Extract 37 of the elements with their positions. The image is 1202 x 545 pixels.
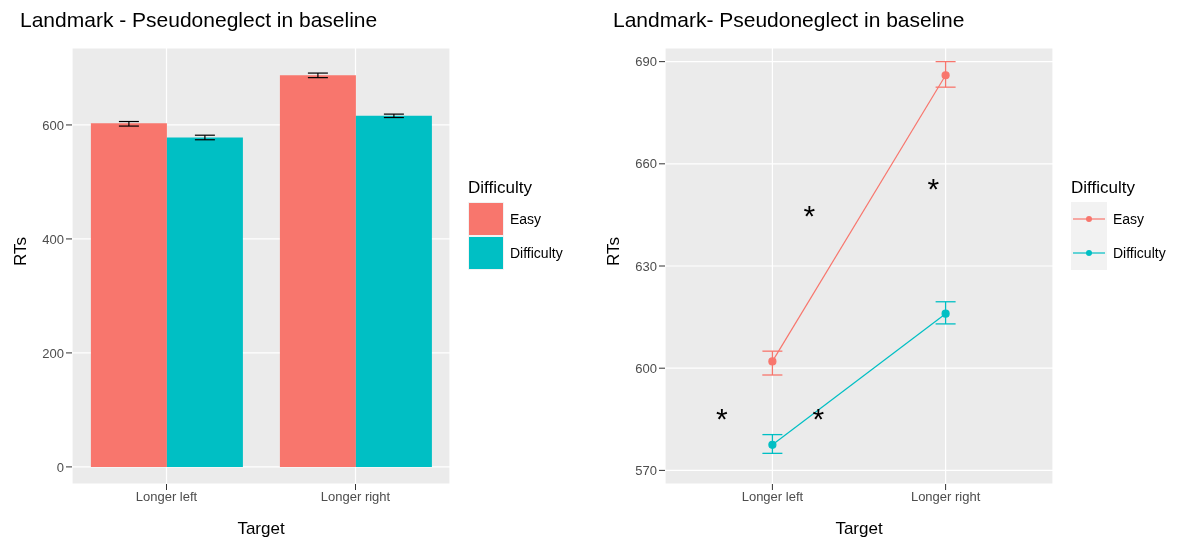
point bbox=[768, 357, 777, 366]
bar bbox=[90, 123, 167, 467]
y-tick-label: 0 bbox=[56, 459, 64, 475]
legend-title: Difficulty bbox=[1071, 178, 1136, 198]
legend-label: Difficulty bbox=[1113, 245, 1166, 261]
point bbox=[941, 309, 950, 318]
chart-title: Landmark - Pseudoneglect in baseline bbox=[20, 8, 379, 33]
y-axis-title: RTs bbox=[604, 237, 624, 266]
x-axis-title: Target bbox=[237, 519, 285, 538]
y-tick-label: 690 bbox=[635, 54, 657, 70]
chart-title: Landmark- Pseudoneglect in baseline bbox=[613, 8, 966, 33]
legend-label: Difficulty bbox=[510, 245, 563, 261]
annotation: * bbox=[716, 401, 728, 435]
annotation: * bbox=[927, 171, 940, 205]
bar bbox=[355, 115, 432, 467]
y-tick-label: 570 bbox=[635, 462, 657, 478]
y-tick-label: 600 bbox=[42, 117, 64, 133]
bar bbox=[166, 137, 243, 467]
legend-label: Easy bbox=[510, 211, 542, 227]
x-axis-title: Target bbox=[835, 519, 883, 538]
y-tick-label: 630 bbox=[635, 258, 657, 274]
y-tick-label: 600 bbox=[635, 360, 657, 376]
point bbox=[941, 71, 950, 80]
legend-title: Difficulty bbox=[468, 178, 533, 198]
y-tick-label: 200 bbox=[42, 345, 64, 361]
x-tick-label: Longer left bbox=[741, 489, 804, 505]
x-tick-label: Longer right bbox=[910, 489, 981, 505]
x-tick-label: Longer right bbox=[320, 489, 391, 505]
bar bbox=[279, 75, 356, 467]
y-axis-title: RTs bbox=[11, 237, 31, 266]
point bbox=[768, 440, 777, 449]
y-tick-label: 400 bbox=[42, 231, 64, 247]
y-tick-label: 660 bbox=[635, 156, 657, 172]
annotation: * bbox=[812, 401, 825, 435]
legend-label: Easy bbox=[1113, 211, 1145, 227]
x-tick-label: Longer left bbox=[135, 489, 198, 505]
annotation: * bbox=[803, 198, 816, 232]
